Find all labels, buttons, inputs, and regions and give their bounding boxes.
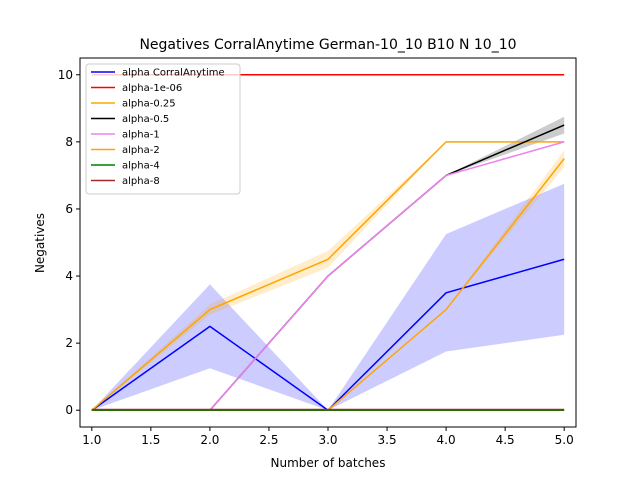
legend: alpha CorralAnytime alpha-1e-06 alpha-0.25… (85, 63, 241, 195)
y-axis-label: Negatives (33, 213, 47, 273)
x-axis-label: Number of batches (271, 456, 386, 470)
chart-title: Negatives CorralAnytime German-10_10 B10… (139, 37, 516, 53)
x-tick-label: 2.0 (200, 433, 219, 447)
x-tick-label: 1.0 (82, 433, 101, 447)
legend-label: alpha-0.5 (122, 114, 169, 125)
x-tick-label: 5.0 (555, 433, 574, 447)
legend-box (85, 63, 241, 195)
y-tick-label: 8 (65, 135, 73, 149)
x-axis: 1.0 1.5 2.0 2.5 3.0 3.5 4.0 4.5 5.0 (82, 427, 574, 447)
x-tick-label: 4.0 (437, 433, 456, 447)
legend-label: alpha-4 (122, 161, 160, 172)
y-tick-label: 6 (65, 202, 73, 216)
y-tick-label: 10 (58, 68, 73, 82)
legend-label: alpha-2 (122, 145, 160, 156)
legend-label: alpha-8 (122, 176, 160, 187)
series-line-2 (91, 141, 565, 411)
legend-label: alpha-1e-06 (122, 83, 182, 94)
x-tick-label: 1.5 (141, 433, 160, 447)
y-axis: 0 2 4 6 8 10 (58, 68, 80, 417)
x-tick-label: 3.5 (378, 433, 397, 447)
x-tick-label: 3.0 (318, 433, 337, 447)
band-3 (91, 116, 565, 411)
x-tick-label: 2.5 (259, 433, 278, 447)
y-tick-label: 4 (65, 269, 73, 283)
legend-label: alpha-1 (122, 130, 160, 141)
x-tick-label: 4.5 (496, 433, 515, 447)
legend-label: alpha CorralAnytime (122, 68, 225, 79)
legend-label: alpha-0.25 (122, 99, 176, 110)
y-tick-label: 0 (65, 403, 73, 417)
y-tick-label: 2 (65, 336, 73, 350)
band-0 (91, 183, 565, 411)
